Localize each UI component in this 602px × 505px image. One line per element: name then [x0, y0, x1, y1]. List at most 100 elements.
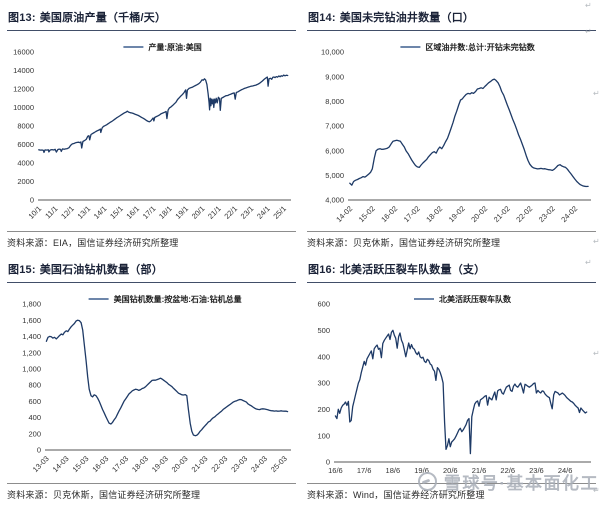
svg-text:1,000: 1,000 — [22, 364, 41, 373]
svg-text:23/1: 23/1 — [239, 204, 256, 221]
figure-13-title-text: 美国原油产量（千桶/天） — [39, 12, 167, 24]
svg-text:1,200: 1,200 — [22, 348, 41, 357]
figure-16-source: 资料来源：Wind，国信证券经济研究所整理 — [307, 483, 596, 501]
svg-text:25-03: 25-03 — [269, 454, 289, 474]
figure-13-source: 资料来源：EIA，国信证券经济研究所整理 — [7, 231, 296, 249]
svg-text:11/1: 11/1 — [43, 204, 59, 220]
svg-text:16-02: 16-02 — [379, 204, 399, 224]
svg-text:16-03: 16-03 — [90, 454, 110, 474]
svg-text:17/1: 17/1 — [141, 204, 158, 221]
svg-text:14-02: 14-02 — [334, 204, 354, 224]
svg-text:14-03: 14-03 — [51, 454, 71, 474]
figure-16-title-text: 北美活跃压裂车队数量（支） — [339, 264, 486, 276]
svg-text:13/1: 13/1 — [76, 204, 93, 221]
svg-text:17-02: 17-02 — [402, 204, 422, 224]
svg-text:20-03: 20-03 — [170, 454, 190, 474]
svg-text:6,000: 6,000 — [325, 146, 344, 155]
svg-text:200: 200 — [28, 429, 41, 438]
svg-text:4000: 4000 — [17, 159, 34, 168]
svg-text:17/6: 17/6 — [357, 466, 372, 475]
svg-text:21/1: 21/1 — [206, 204, 223, 221]
figure-14-title-text: 美国未完钻油井数量（口） — [339, 12, 475, 24]
crude-oil-production-line-chart: 0 2000 4000 6000 8000 10000 12000 14000 16000 10/… — [13, 42, 291, 221]
figure-16-title: 图16: 北美活跃压裂车队数量（支） — [307, 257, 596, 283]
svg-text:1,400: 1,400 — [22, 332, 41, 341]
svg-text:15-02: 15-02 — [357, 204, 377, 224]
svg-text:24/1: 24/1 — [255, 204, 272, 221]
svg-text:12/1: 12/1 — [59, 204, 76, 221]
svg-text:23/6: 23/6 — [529, 466, 544, 475]
svg-text:19/1: 19/1 — [173, 204, 190, 221]
svg-text:8,000: 8,000 — [325, 97, 344, 106]
figure-16: 图16: 北美活跃压裂车队数量（支） 0 100 200 300 400 500 600 16/… — [307, 257, 596, 505]
svg-text:10000: 10000 — [13, 103, 34, 112]
svg-text:400: 400 — [28, 413, 41, 422]
svg-text:21-02: 21-02 — [492, 204, 512, 224]
svg-text:24-03: 24-03 — [249, 454, 269, 474]
svg-text:15-03: 15-03 — [71, 454, 91, 474]
svg-text:北美活跃压裂车队数: 北美活跃压裂车队数 — [439, 294, 512, 304]
svg-text:400: 400 — [317, 352, 330, 361]
svg-text:22/6: 22/6 — [500, 466, 515, 475]
svg-text:7,000: 7,000 — [325, 122, 344, 131]
svg-text:23-03: 23-03 — [229, 454, 249, 474]
svg-text:500: 500 — [317, 326, 330, 335]
figure-15-title-text: 美国石油钻机数量（部） — [39, 264, 163, 276]
figure-14: 图14: 美国未完钻油井数量（口） 4,000 5,000 6,000 7,000 8,0… — [307, 5, 596, 257]
svg-text:24/6: 24/6 — [558, 466, 573, 475]
figure-14-title: 图14: 美国未完钻油井数量（口） — [307, 5, 596, 31]
svg-text:19/6: 19/6 — [414, 466, 429, 475]
svg-text:13-03: 13-03 — [31, 454, 51, 474]
svg-text:200: 200 — [317, 405, 330, 414]
svg-text:0: 0 — [37, 446, 41, 455]
svg-text:16000: 16000 — [13, 48, 34, 57]
svg-text:10/1: 10/1 — [27, 204, 44, 221]
svg-text:14000: 14000 — [13, 66, 34, 75]
svg-text:0: 0 — [30, 196, 34, 205]
svg-text:16/1: 16/1 — [124, 204, 141, 221]
paragraph-mark: ↵ — [585, 27, 592, 36]
paragraph-mark: ↵ — [585, 258, 592, 267]
duc-wells-line-chart: 4,000 5,000 6,000 7,000 8,000 9,000 10,000 14-0… — [321, 42, 591, 224]
svg-text:22-03: 22-03 — [209, 454, 229, 474]
paragraph-mark: ↵ — [593, 349, 600, 358]
svg-text:20-02: 20-02 — [469, 204, 489, 224]
svg-text:21/6: 21/6 — [472, 466, 487, 475]
paragraph-mark: ↵ — [593, 237, 600, 246]
figure-14-label: 图14: — [308, 12, 336, 24]
svg-text:1,800: 1,800 — [22, 300, 41, 309]
paragraph-mark: ↵ — [585, 1, 592, 10]
svg-text:15/1: 15/1 — [108, 204, 125, 221]
svg-text:4,000: 4,000 — [325, 196, 344, 205]
svg-text:美国钻机数量:按盆地:石油:钻机总量: 美国钻机数量:按盆地:石油:钻机总量 — [114, 294, 242, 304]
svg-text:10,000: 10,000 — [321, 48, 344, 57]
figure-15: 图15: 美国石油钻机数量（部） 0 200 400 600 800 1,000 1,200 1… — [7, 257, 296, 505]
svg-text:25/1: 25/1 — [271, 204, 288, 221]
svg-text:100: 100 — [317, 431, 330, 440]
figure-13: 图13: 美国原油产量（千桶/天） 0 2000 4000 6000 8000 10000 1… — [7, 5, 296, 257]
svg-text:20/6: 20/6 — [443, 466, 458, 475]
svg-text:20/1: 20/1 — [190, 204, 207, 221]
svg-text:18-03: 18-03 — [130, 454, 150, 474]
svg-text:21-03: 21-03 — [190, 454, 210, 474]
svg-text:产量:原油:美国: 产量:原油:美国 — [148, 42, 201, 52]
svg-text:12000: 12000 — [13, 85, 34, 94]
figure-13-label: 图13: — [8, 12, 36, 24]
paragraph-mark: ↵ — [593, 486, 600, 495]
svg-text:18-02: 18-02 — [424, 204, 444, 224]
figure-15-label: 图15: — [8, 264, 36, 276]
svg-text:300: 300 — [317, 379, 330, 388]
svg-text:区域油井数:总计:开钻未完钻数: 区域油井数:总计:开钻未完钻数 — [425, 42, 535, 52]
svg-text:1,600: 1,600 — [22, 316, 41, 325]
svg-text:2000: 2000 — [17, 177, 34, 186]
figure-13-title: 图13: 美国原油产量（千桶/天） — [7, 5, 296, 31]
svg-text:0: 0 — [326, 458, 330, 467]
paragraph-mark: ↵ — [593, 89, 600, 98]
svg-text:22-02: 22-02 — [514, 204, 534, 224]
figure-14-source: 资料来源：贝克休斯，国信证券经济研究所整理 — [307, 231, 596, 249]
svg-text:22/1: 22/1 — [222, 204, 239, 221]
svg-text:600: 600 — [317, 300, 330, 309]
figure-15-source: 资料来源：贝克休斯，国信证券经济研究所整理 — [7, 483, 296, 501]
figure-15-title: 图15: 美国石油钻机数量（部） — [7, 257, 296, 283]
svg-text:600: 600 — [28, 397, 41, 406]
